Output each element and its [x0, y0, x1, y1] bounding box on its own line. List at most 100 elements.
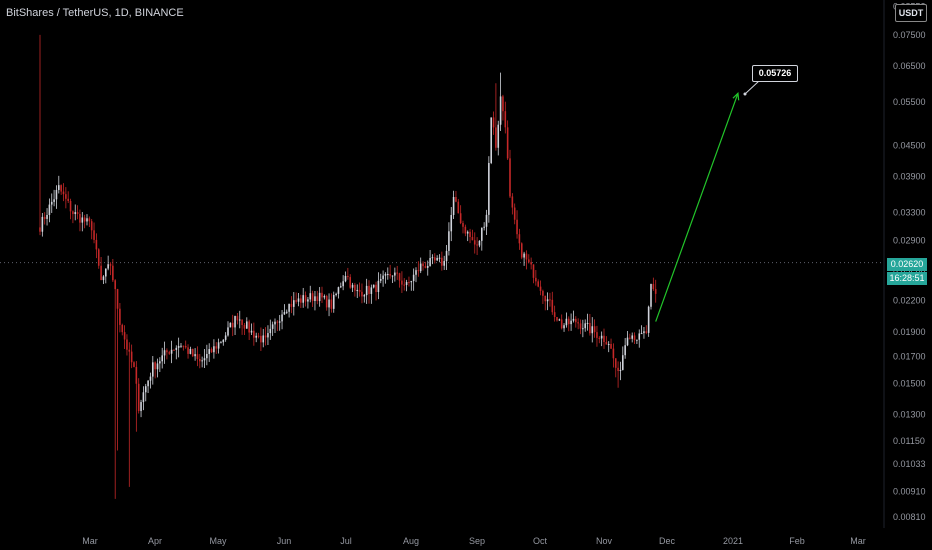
candle-body	[391, 275, 394, 277]
candle-body	[135, 366, 138, 384]
candle-body	[589, 322, 591, 334]
y-tick-label: 0.04500	[893, 141, 926, 151]
candle-body	[210, 349, 213, 353]
candle-body	[86, 218, 88, 222]
candle-body	[285, 311, 288, 313]
candle-body	[605, 342, 608, 345]
candle-body	[264, 335, 267, 338]
candle-body	[650, 284, 652, 307]
candle-body	[582, 328, 584, 330]
candle-body	[516, 219, 518, 235]
candle-body	[156, 363, 159, 370]
candle-body	[41, 216, 44, 232]
candle-body	[236, 316, 239, 321]
candle-body	[62, 191, 65, 195]
candle-body	[579, 323, 582, 329]
candle-body	[229, 322, 232, 328]
candle-body	[422, 263, 424, 267]
candle-body	[60, 185, 62, 192]
candle-body	[549, 299, 551, 301]
y-tick-label: 0.01033	[893, 459, 926, 469]
candle-body	[495, 127, 497, 148]
candle-body	[288, 303, 290, 312]
candle-body	[499, 96, 502, 125]
candle-body	[175, 347, 178, 350]
candle-body	[368, 285, 370, 294]
projection-arrow-line	[655, 93, 739, 322]
candle-body	[551, 299, 554, 313]
candle-body	[600, 335, 603, 339]
candle-body	[347, 275, 349, 278]
candle-body	[194, 354, 196, 357]
projection-arrow-head	[732, 92, 740, 101]
y-tick-label: 0.00910	[893, 487, 926, 497]
candle-body	[227, 327, 229, 336]
candle-body	[492, 117, 495, 128]
y-tick-label: 0.01700	[893, 351, 926, 361]
candle-body	[283, 312, 286, 315]
candle-body	[281, 314, 283, 322]
candle-body	[384, 273, 387, 276]
candle-body	[152, 362, 154, 377]
candle-body	[645, 331, 648, 333]
candle-body	[379, 279, 382, 281]
candle-body	[356, 289, 359, 291]
candle-body	[39, 227, 41, 232]
candle-body	[419, 263, 422, 272]
candle-body	[83, 217, 86, 222]
candle-body	[372, 284, 375, 288]
candle-body	[523, 253, 525, 258]
candle-body	[109, 264, 112, 266]
candle-body	[365, 285, 368, 296]
candle-body	[455, 197, 457, 202]
candle-body	[497, 124, 500, 148]
candle-body	[149, 376, 152, 381]
x-tick-label: Dec	[659, 536, 676, 546]
candle-body	[107, 264, 109, 269]
candle-body	[55, 189, 58, 200]
candle-body	[271, 324, 274, 329]
candle-body	[490, 117, 492, 163]
candle-body	[603, 335, 605, 343]
candle-body	[116, 289, 119, 309]
candle-body	[349, 277, 351, 288]
candle-body	[257, 335, 260, 337]
target-price-callout[interactable]: 0.05726	[752, 65, 798, 82]
candle-body	[506, 127, 509, 159]
candle-body	[335, 293, 337, 295]
candle-body	[464, 226, 467, 234]
candle-body	[342, 281, 344, 287]
candle-body	[340, 286, 342, 288]
candle-body	[114, 280, 116, 290]
candle-body	[95, 239, 98, 250]
currency-selector-button[interactable]: USDT	[895, 4, 927, 22]
candle-body	[445, 250, 448, 262]
candle-body	[450, 214, 453, 232]
candle-body	[93, 230, 95, 240]
candle-body	[184, 345, 187, 348]
candle-body	[539, 286, 542, 291]
candle-body	[323, 295, 326, 298]
candle-body	[457, 201, 460, 214]
candle-body	[243, 325, 246, 329]
candle-body	[154, 362, 156, 370]
x-tick-label: Jun	[277, 536, 292, 546]
candle-body	[220, 342, 222, 344]
candle-body	[528, 259, 530, 263]
candle-body	[473, 240, 476, 245]
candle-body	[72, 211, 74, 215]
y-tick-label: 0.06500	[893, 61, 926, 71]
candle-body	[189, 348, 192, 354]
candle-body	[436, 258, 438, 261]
candle-body	[173, 349, 175, 351]
y-tick-label: 0.03300	[893, 208, 926, 218]
candle-body	[612, 348, 615, 359]
candle-body	[586, 322, 589, 324]
candle-body	[67, 198, 69, 202]
candle-body	[643, 331, 645, 334]
candle-body	[159, 361, 161, 364]
candle-body	[570, 320, 572, 325]
candle-body	[325, 295, 328, 308]
x-tick-label: Sep	[469, 536, 485, 546]
